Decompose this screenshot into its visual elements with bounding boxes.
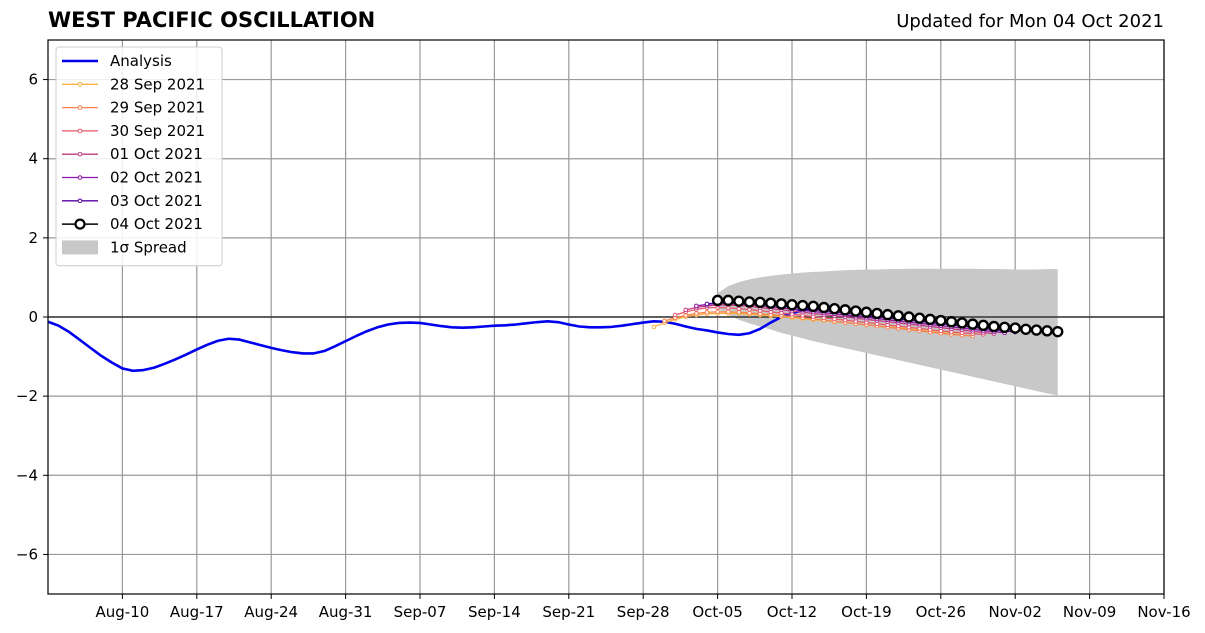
legend-marker [77, 105, 83, 110]
legend-marker [77, 128, 83, 134]
series-point [860, 306, 873, 318]
series-point [807, 300, 819, 313]
series-point [775, 298, 788, 310]
legend-box [55, 46, 223, 267]
y-tick-label: −2 [16, 387, 38, 405]
x-tick-label: Aug-10 [96, 603, 150, 621]
legend-marker [77, 151, 83, 157]
series-point [715, 309, 720, 315]
x-tick-label: Oct-26 [916, 603, 966, 621]
series-point [924, 313, 936, 326]
x-tick-label: Oct-12 [767, 603, 817, 621]
legend-marker [77, 82, 83, 87]
series-point [1009, 322, 1021, 334]
series-line [47, 305, 835, 373]
y-tick-label: −6 [16, 545, 38, 563]
series-point [839, 304, 851, 316]
y-tick-label: 4 [28, 150, 38, 168]
plot-frame [47, 39, 1165, 595]
series-point [733, 295, 745, 307]
series-point [913, 312, 926, 324]
legend-label: 28 Sep 2021 [110, 75, 205, 93]
legend[interactable]: Analysis 28 Sep 2021 29 Sep 2021 30 Sep 202… [55, 46, 223, 267]
series-point [850, 305, 862, 317]
x-tick-label: Nov-02 [989, 603, 1042, 621]
series-point [903, 311, 915, 323]
series-lines [47, 294, 1064, 373]
legend-label: 04 Oct 2021 [110, 215, 203, 233]
series-point [988, 320, 1000, 333]
series-7 [711, 294, 1064, 338]
x-tick-label: Sep-14 [468, 603, 521, 621]
x-tick-label: Oct-05 [692, 603, 742, 621]
series-point [662, 318, 667, 324]
series-point [743, 296, 756, 308]
series-point [694, 303, 699, 309]
series-point [683, 307, 689, 313]
x-tick-label: Aug-17 [170, 603, 224, 621]
x-tick-label: Nov-16 [1137, 603, 1190, 621]
legend-marker [77, 198, 83, 204]
series-point [945, 316, 958, 328]
legend-label: 01 Oct 2021 [110, 145, 203, 163]
y-tick-label: 0 [28, 308, 38, 326]
x-tick-label: Sep-21 [542, 603, 595, 621]
series-point [651, 324, 657, 330]
legend-label: 1σ Spread [110, 238, 187, 256]
series-point [828, 302, 841, 315]
series-point [881, 308, 894, 321]
series-point [892, 310, 904, 322]
series-0 [47, 305, 835, 373]
legend-label: 30 Sep 2021 [110, 122, 205, 140]
x-tick-label: Aug-31 [319, 603, 373, 621]
series-point [736, 309, 742, 315]
x-tick-label: Sep-28 [617, 603, 670, 621]
y-tick-label: −4 [16, 466, 38, 484]
series-point [672, 312, 678, 318]
series-point [966, 318, 979, 330]
series-point [786, 299, 798, 311]
updated-date: Updated for Mon 04 Oct 2021 [896, 11, 1164, 32]
chart-title: WEST PACIFIC OSCILLATION [48, 8, 376, 32]
x-tick-label: Aug-24 [244, 603, 298, 621]
series-point [956, 317, 968, 329]
series-point [704, 309, 710, 315]
x-tick-label: Nov-09 [1063, 603, 1116, 621]
series-point [754, 296, 766, 309]
y-tick-label: 6 [28, 71, 38, 89]
series-point [1020, 323, 1032, 335]
series-point [1052, 325, 1064, 338]
legend-label: 03 Oct 2021 [110, 192, 203, 210]
legend-label: 02 Oct 2021 [110, 169, 203, 187]
series-point [935, 314, 947, 327]
axes: Aug-10 Aug-17 Aug-24 Aug-31 Sep-07 Sep-14 Sep-… [16, 39, 1191, 621]
series-point [1041, 325, 1053, 337]
series-point [765, 297, 777, 309]
legend-label: 29 Sep 2021 [110, 99, 205, 117]
series-point [711, 294, 724, 307]
series-point [1030, 324, 1043, 336]
series-point [683, 313, 689, 318]
legend-marker [74, 218, 86, 230]
y-tick-label: 2 [28, 229, 38, 247]
series-point [722, 294, 734, 307]
series-point [704, 301, 710, 307]
x-tick-label: Sep-07 [394, 603, 447, 621]
series-point [747, 310, 752, 316]
series-point [694, 311, 699, 316]
legend-spread-swatch [62, 240, 98, 255]
series-point [871, 307, 883, 320]
series-point [998, 321, 1011, 333]
series-point [818, 301, 830, 314]
legend-marker [77, 175, 83, 180]
legend-label: Analysis [110, 52, 172, 70]
series-point [977, 319, 990, 332]
x-tick-label: Oct-19 [841, 603, 891, 621]
series-point [725, 309, 731, 315]
series-point [796, 299, 809, 312]
